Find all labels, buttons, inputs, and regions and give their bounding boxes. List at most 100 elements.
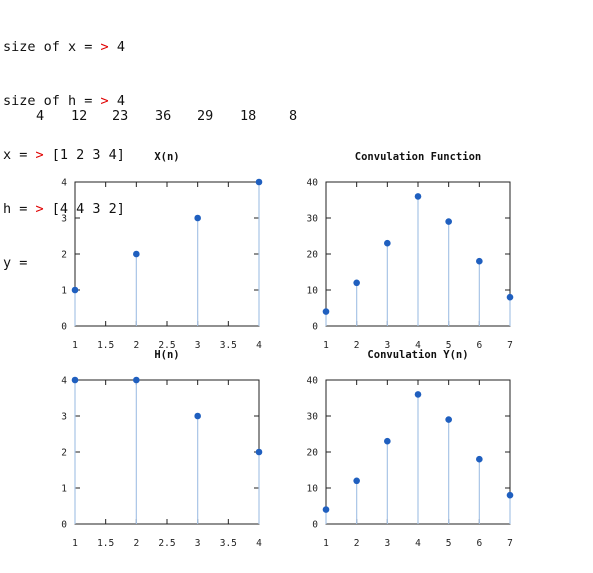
x-tick-label: 5 bbox=[446, 538, 452, 549]
console-line-y: y = bbox=[3, 254, 125, 272]
stem-marker bbox=[322, 308, 330, 315]
y-tick-label: 10 bbox=[307, 286, 319, 297]
x-tick-label: 3 bbox=[195, 538, 201, 549]
x-tick-label: 2.5 bbox=[158, 340, 175, 351]
console-value: 4 bbox=[108, 93, 125, 109]
console-value: [1 2 3 4] bbox=[43, 147, 125, 163]
x-tick-label: 1.5 bbox=[97, 538, 114, 549]
console-label: size of x = bbox=[3, 39, 101, 55]
y-tick-label: 4 bbox=[61, 376, 67, 387]
x-tick-label: 6 bbox=[476, 340, 482, 351]
y-tick-label: 40 bbox=[307, 178, 319, 189]
stem-marker bbox=[506, 491, 514, 499]
result-values-row: 4 12 23 36 29 18 8 bbox=[0, 108, 593, 126]
console-line-h: h = > [4 4 3 2] bbox=[3, 200, 125, 218]
x-tick-label: 4 bbox=[256, 340, 262, 351]
console-prompt: > bbox=[35, 201, 44, 217]
chart-title: X(n) bbox=[154, 151, 179, 163]
x-tick-label: 1 bbox=[323, 340, 329, 351]
stem-marker bbox=[194, 412, 201, 420]
y-tick-label: 1 bbox=[61, 286, 67, 297]
y-tick-label: 20 bbox=[307, 448, 319, 459]
console-label: x = bbox=[3, 147, 36, 163]
y-tick-label: 30 bbox=[307, 412, 319, 423]
chart-convulation-yn: Convulation Y(n) 1 2 3 4 5 6 7 0 10 20 30 40 bbox=[307, 349, 514, 549]
y-tick-label: 20 bbox=[307, 250, 319, 261]
result-value: 23 bbox=[112, 108, 129, 124]
console-value: [4 4 3 2] bbox=[43, 201, 125, 217]
x-tick-label: 1 bbox=[72, 340, 78, 351]
stem-marker bbox=[353, 279, 360, 287]
x-tick-label: 4 bbox=[415, 538, 421, 549]
x-tick-label: 6 bbox=[476, 538, 482, 549]
x-tick-label: 3.5 bbox=[220, 538, 237, 549]
x-tick-label: 2 bbox=[133, 538, 139, 549]
y-tick-label: 3 bbox=[61, 412, 67, 423]
stem-marker bbox=[133, 376, 140, 384]
x-tick-label: 1.5 bbox=[97, 340, 114, 351]
x-tick-label: 1 bbox=[323, 538, 329, 549]
y-tick-label: 30 bbox=[307, 214, 319, 225]
x-tick-label: 5 bbox=[446, 340, 452, 351]
x-tick-label: 3 bbox=[195, 340, 201, 351]
console-prompt: > bbox=[100, 39, 109, 55]
stem-marker bbox=[353, 477, 360, 485]
chart-title: Convulation Y(n) bbox=[367, 349, 468, 361]
y-tick-label: 1 bbox=[61, 484, 67, 495]
x-tick-label: 2 bbox=[354, 538, 360, 549]
chart-title: Convulation Function bbox=[355, 151, 481, 163]
y-tick-label: 0 bbox=[61, 322, 67, 333]
stem-marker bbox=[445, 218, 452, 225]
x-tick-label: 2.5 bbox=[158, 538, 175, 549]
stem-marker bbox=[506, 293, 514, 301]
x-tick-label: 3 bbox=[384, 340, 390, 351]
stem-marker bbox=[476, 257, 483, 265]
chart-title: H(n) bbox=[154, 349, 179, 361]
result-value: 12 bbox=[71, 108, 88, 124]
console-label: y = bbox=[3, 255, 28, 271]
y-tick-label: 0 bbox=[312, 520, 318, 531]
stem-marker bbox=[322, 506, 330, 513]
stem-marker bbox=[476, 455, 483, 463]
x-tick-label: 3 bbox=[384, 538, 390, 549]
x-tick-label: 3.5 bbox=[220, 340, 237, 351]
console-prompt: > bbox=[100, 93, 109, 109]
console-prompt: > bbox=[35, 147, 44, 163]
stem-marker bbox=[133, 250, 140, 258]
console-value: 4 bbox=[108, 39, 125, 55]
stem-marker bbox=[255, 448, 263, 456]
y-tick-label: 2 bbox=[61, 448, 67, 459]
y-tick-label: 0 bbox=[312, 322, 318, 333]
y-tick-label: 4 bbox=[61, 178, 67, 189]
y-tick-label: 0 bbox=[61, 520, 67, 531]
x-tick-label: 2 bbox=[354, 340, 360, 351]
stem-marker bbox=[194, 214, 201, 222]
x-tick-label: 7 bbox=[507, 538, 513, 549]
result-value: 18 bbox=[240, 108, 257, 124]
x-tick-label: 4 bbox=[256, 538, 262, 549]
result-value: 36 bbox=[155, 108, 172, 124]
y-tick-label: 2 bbox=[61, 250, 67, 261]
result-value: 29 bbox=[197, 108, 214, 124]
console-line-size-x: size of x = > 4 bbox=[3, 38, 125, 56]
y-tick-label: 3 bbox=[61, 214, 67, 225]
x-tick-label: 2 bbox=[133, 340, 139, 351]
y-tick-label: 10 bbox=[307, 484, 319, 495]
chart-convulation-function: Convulation Function 1 2 3 4 5 6 7 0 10 20 30 40 bbox=[307, 151, 514, 351]
stem-marker bbox=[384, 239, 391, 247]
plot-frame bbox=[74, 379, 260, 525]
x-tick-label: 4 bbox=[415, 340, 421, 351]
console-line-x: x = > [1 2 3 4] bbox=[3, 146, 125, 164]
console-output: size of x = > 4 size of h = > 4 x = > [1… bbox=[3, 2, 125, 290]
result-value: 4 bbox=[36, 108, 45, 124]
plot-frame bbox=[74, 181, 260, 327]
stem-marker bbox=[71, 286, 79, 294]
y-tick-label: 40 bbox=[307, 376, 319, 387]
console-label: size of h = bbox=[3, 93, 101, 109]
stem-marker bbox=[384, 437, 391, 445]
stem-marker bbox=[445, 416, 452, 423]
x-tick-label: 7 bbox=[507, 340, 513, 351]
